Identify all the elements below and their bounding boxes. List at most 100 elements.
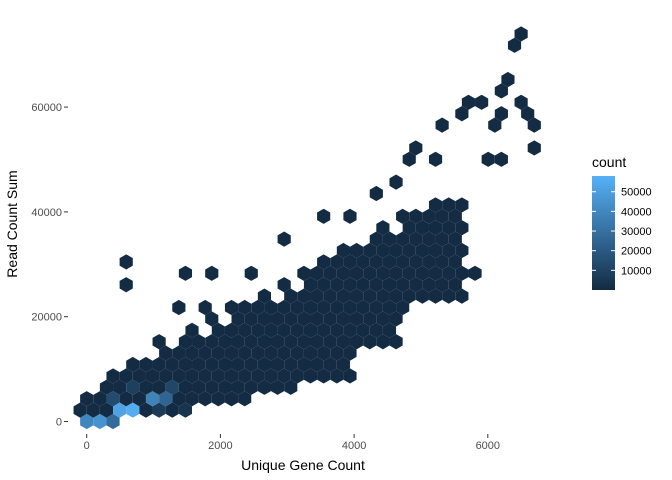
hex-bin [119, 368, 133, 384]
hex-bin [527, 117, 541, 133]
hex-bin [402, 242, 416, 259]
hex-bin [218, 334, 232, 350]
hex-bin [475, 94, 489, 110]
hex-bin [389, 311, 403, 327]
hex-bin [257, 379, 271, 395]
hex-bin [422, 254, 436, 270]
hex-bin [231, 356, 245, 373]
hex-bin [422, 208, 436, 224]
hex-bin [336, 288, 350, 304]
hex-bin [402, 265, 416, 281]
hex-bin [172, 345, 186, 361]
hex-bin [514, 26, 528, 42]
hex-bin [396, 208, 410, 224]
hex-bin [428, 242, 443, 259]
hex-bin [376, 288, 390, 304]
hex-bin [152, 356, 166, 373]
x-tick-label: 6000 [476, 440, 500, 452]
hex-bin [356, 254, 370, 270]
hex-bin [80, 391, 94, 407]
hex-bin [251, 368, 265, 384]
hex-bin [369, 322, 383, 338]
hex-bin [323, 334, 337, 350]
hex-bin [224, 391, 239, 407]
hex-bin [271, 311, 285, 327]
x-axis: 0 2000 4000 6000 [84, 434, 500, 452]
hex-bin [264, 345, 278, 361]
hex-bin [145, 391, 160, 407]
hex-bin [389, 242, 403, 259]
hex-bin [165, 379, 179, 395]
hex-bin [119, 254, 133, 270]
hex-bin [126, 356, 140, 373]
hex-bin [145, 368, 160, 384]
hex-bin [218, 379, 232, 395]
hex-bin [494, 83, 508, 99]
hex-bin [297, 288, 311, 304]
hex-bin [396, 277, 410, 293]
hex-bin [303, 322, 318, 338]
hex-bin [317, 299, 331, 316]
color-legend: count 10000 20000 30000 40000 50000 [592, 154, 652, 290]
hex-bin [277, 368, 291, 384]
hex-bin [376, 311, 390, 327]
hex-bin [363, 265, 377, 281]
hex-bin [382, 322, 397, 338]
hex-bin [428, 220, 443, 236]
hex-bin [178, 379, 193, 395]
hex-bin [336, 242, 350, 259]
hex-bin [481, 151, 495, 167]
hex-bin [271, 356, 285, 373]
hex-bin [205, 356, 219, 373]
hex-bin [317, 345, 331, 361]
hex-bin [277, 277, 291, 293]
hex-bin [409, 277, 423, 293]
hex-bin [231, 334, 245, 350]
hex-bin [257, 334, 271, 350]
hex-bin [93, 413, 107, 430]
hex-bin [211, 322, 225, 338]
hex-bin [290, 299, 304, 316]
hex-bin [224, 368, 239, 384]
hex-bin [428, 197, 443, 213]
hex-bin [264, 322, 278, 338]
hex-bin [303, 299, 318, 316]
hex-bin [126, 402, 140, 418]
hex-bin [211, 345, 225, 361]
legend-tick-label: 10000 [621, 265, 652, 277]
hex-bin [507, 37, 522, 53]
hex-bin [448, 277, 462, 293]
hex-bin [257, 356, 271, 373]
hex-bin [330, 345, 344, 361]
hex-bin [192, 334, 206, 350]
hex-bin [448, 254, 462, 270]
hex-bin [99, 379, 114, 395]
hex-bin [323, 356, 337, 373]
hex-bin [264, 299, 278, 316]
hex-bin [409, 254, 423, 270]
hex-bin [172, 391, 186, 407]
hex-bin [435, 231, 449, 247]
hex-bin [238, 368, 252, 384]
hex-bin [363, 334, 377, 350]
hex-bin [369, 231, 383, 247]
hex-bin [330, 254, 344, 270]
hex-bin [297, 334, 311, 350]
hex-bin [376, 265, 390, 281]
y-tick-label: 20000 [31, 312, 62, 324]
hex-bin [501, 71, 515, 88]
hex-bin [461, 94, 476, 110]
hex-bin [218, 356, 232, 373]
hex-bin [257, 311, 271, 327]
hex-bin [297, 265, 311, 281]
hex-bin [290, 345, 304, 361]
hex-bin [185, 391, 199, 407]
hex-bin [178, 334, 193, 350]
x-tick-label: 0 [84, 440, 90, 452]
hex-bin [323, 311, 337, 327]
hex-bin [303, 368, 318, 384]
hex-bin [224, 322, 239, 338]
y-axis: 0 20000 40000 60000 [31, 102, 68, 429]
hex-bin [435, 277, 449, 293]
hex-bin [317, 322, 331, 338]
